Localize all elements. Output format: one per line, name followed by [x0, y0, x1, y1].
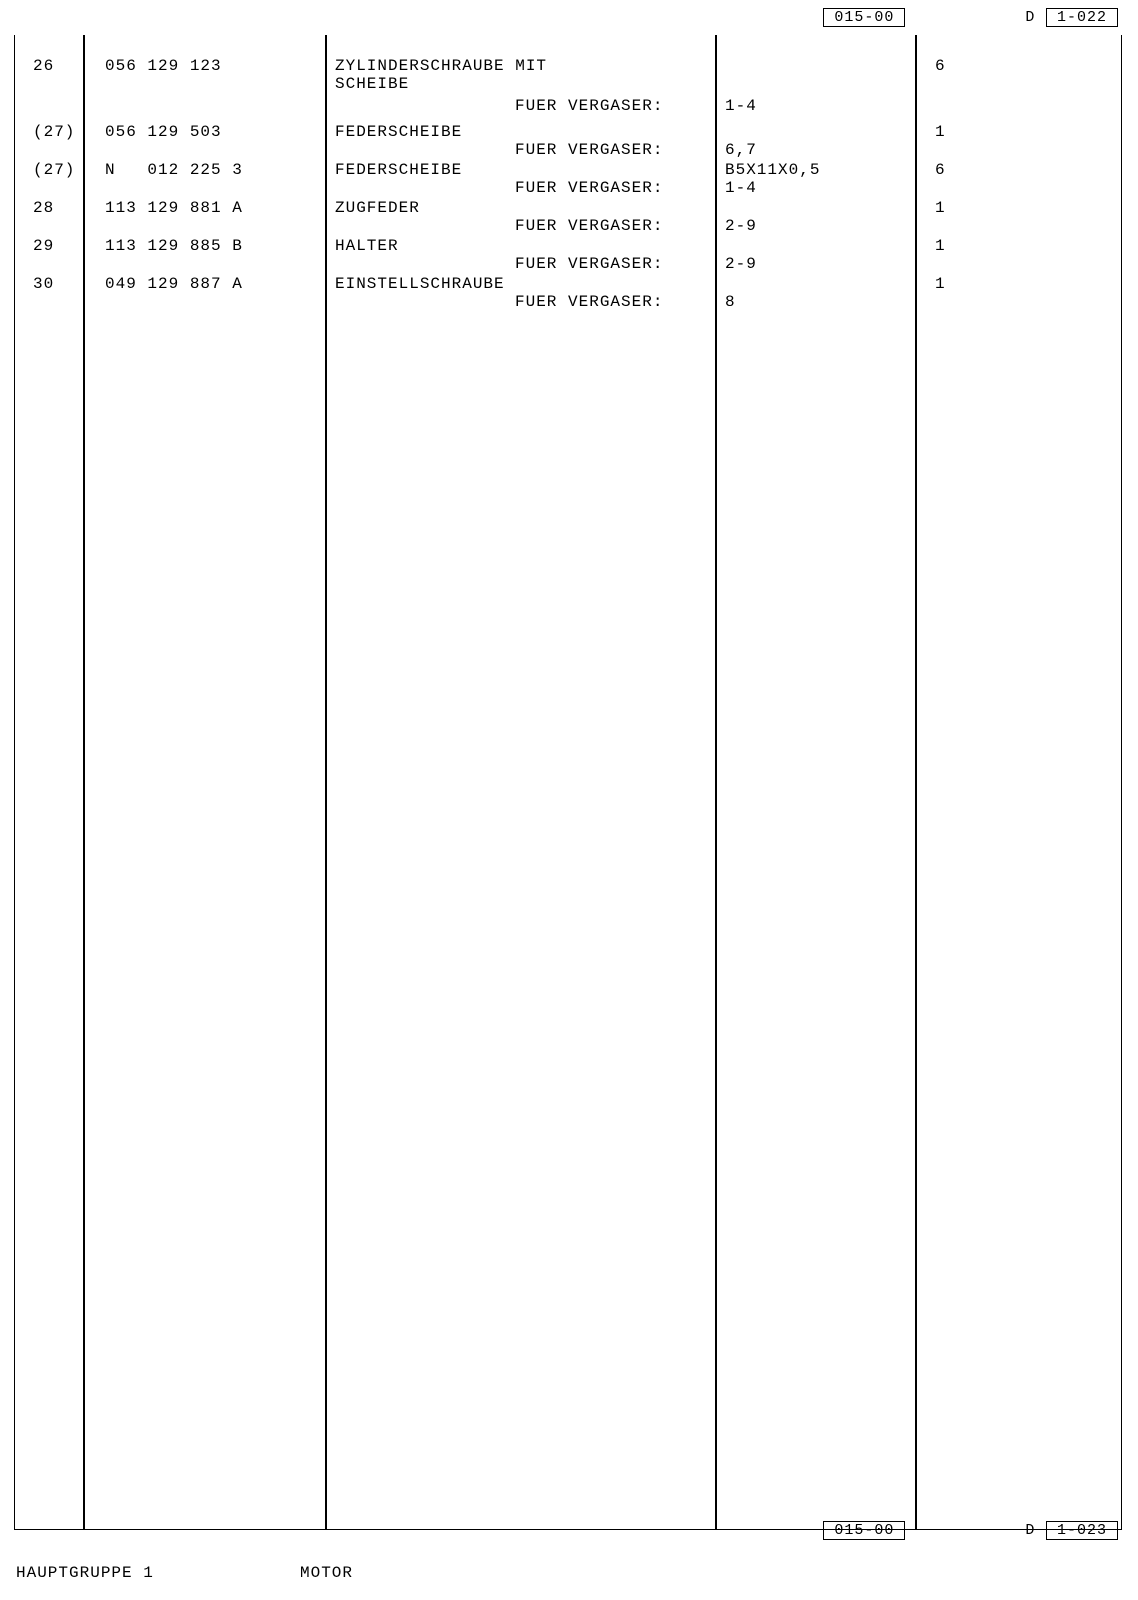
cell-description: FEDERSCHEIBE — [335, 161, 462, 179]
footer-hauptgruppe: HAUPTGRUPPE 1 — [16, 1564, 154, 1582]
cell-spec: B5X11X0,5 — [725, 161, 820, 179]
cell-part-number: 056 129 123 — [105, 57, 222, 75]
col-divider-1 — [83, 35, 85, 1529]
cell-part-number: 113 129 881 A — [105, 199, 243, 217]
cell-part-number: 049 129 887 A — [105, 275, 243, 293]
header-codes: 015-00 D 1-022 — [823, 8, 1118, 27]
cell-note-value: 8 — [725, 293, 736, 311]
footer-code-left: 015-00 — [823, 1521, 905, 1540]
cell-note-label: FUER VERGASER: — [515, 293, 663, 311]
cell-description: FEDERSCHEIBE — [335, 123, 462, 141]
cell-qty: 6 — [935, 161, 946, 179]
footer-codes: 015-00 D 1-023 — [823, 1521, 1118, 1540]
footer-code-right: 1-023 — [1046, 1521, 1118, 1540]
cell-pos: (27) — [33, 123, 75, 141]
cell-pos: 28 — [33, 199, 54, 217]
cell-note-value: 1-4 — [725, 97, 757, 115]
cell-qty: 1 — [935, 199, 946, 217]
cell-description: HALTER — [335, 237, 399, 255]
page: 015-00 D 1-022 26 056 129 123 ZYLINDERSCHR… — [0, 0, 1138, 1600]
footer-d-label: D — [1025, 1522, 1035, 1539]
cell-pos: 30 — [33, 275, 54, 293]
cell-qty: 1 — [935, 237, 946, 255]
cell-part-number: N 012 225 3 — [105, 161, 243, 179]
cell-note-label: FUER VERGASER: — [515, 217, 663, 235]
cell-pos: 26 — [33, 57, 54, 75]
cell-qty: 1 — [935, 123, 946, 141]
cell-pos: 29 — [33, 237, 54, 255]
cell-pos: (27) — [33, 161, 75, 179]
cell-note-value: 2-9 — [725, 217, 757, 235]
footer-code-right-wrap: D 1-023 — [1025, 1521, 1118, 1540]
cell-description: ZYLINDERSCHRAUBE MIT — [335, 57, 547, 75]
header-code-right-wrap: D 1-022 — [1025, 8, 1118, 27]
cell-note-label: FUER VERGASER: — [515, 179, 663, 197]
header-code-right: 1-022 — [1046, 8, 1118, 27]
cell-note-label: FUER VERGASER: — [515, 97, 663, 115]
cell-part-number: 056 129 503 — [105, 123, 222, 141]
header-code-left: 015-00 — [823, 8, 905, 27]
cell-note-value: 1-4 — [725, 179, 757, 197]
cell-qty: 1 — [935, 275, 946, 293]
header-d-label: D — [1025, 9, 1035, 26]
col-divider-4 — [915, 35, 917, 1529]
cell-note-label: FUER VERGASER: — [515, 141, 663, 159]
footer-motor: MOTOR — [300, 1564, 353, 1582]
cell-description: ZUGFEDER — [335, 199, 420, 217]
parts-table: 26 056 129 123 ZYLINDERSCHRAUBE MIT 6 SCHEIB… — [14, 35, 1122, 1530]
col-divider-3 — [715, 35, 717, 1529]
cell-note-label: FUER VERGASER: — [515, 255, 663, 273]
cell-description-cont: SCHEIBE — [335, 75, 409, 93]
cell-description: EINSTELLSCHRAUBE — [335, 275, 505, 293]
col-divider-2 — [325, 35, 327, 1529]
cell-part-number: 113 129 885 B — [105, 237, 243, 255]
cell-qty: 6 — [935, 57, 946, 75]
cell-note-value: 6,7 — [725, 141, 757, 159]
cell-note-value: 2-9 — [725, 255, 757, 273]
